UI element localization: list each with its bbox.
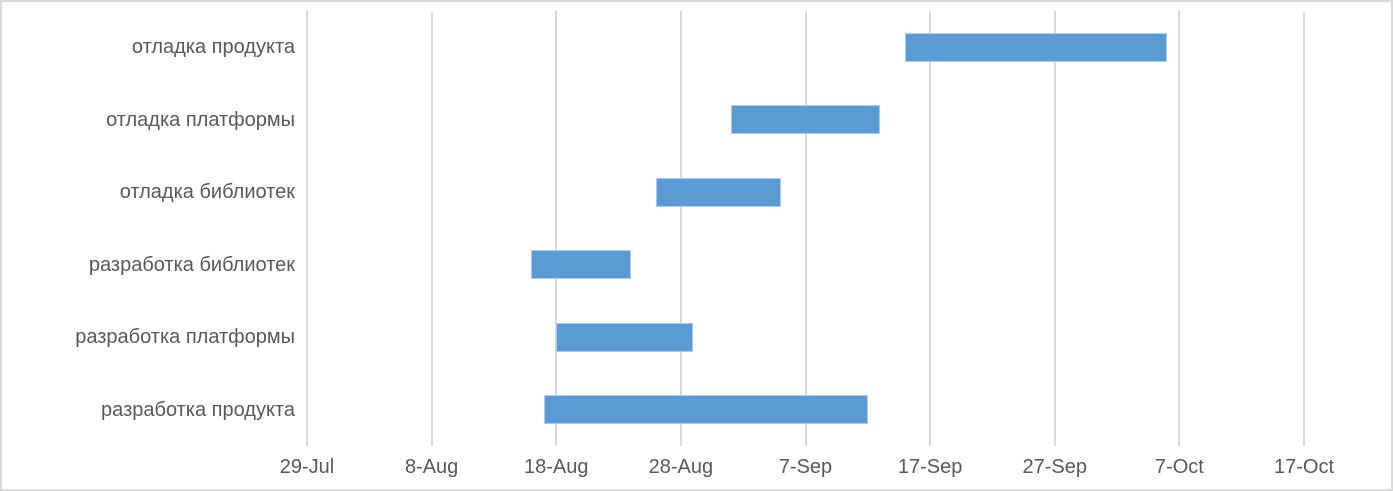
- date-tick-label: 8-Aug: [404, 456, 459, 478]
- date-tick-label: 17-Sep: [897, 456, 963, 478]
- gridline: [306, 11, 308, 446]
- task-bar: [655, 177, 781, 207]
- task-bar: [905, 32, 1167, 62]
- date-tick-label: 27-Sep: [1022, 456, 1088, 478]
- category-label: разработка продукта: [101, 398, 295, 421]
- gridline: [555, 11, 558, 446]
- category-label: отладка библиотек: [119, 181, 295, 204]
- date-tick-label: 18-Aug: [524, 456, 589, 478]
- category-label: разработка библиотек: [88, 253, 295, 276]
- date-tick-label: 7-Sep: [778, 456, 833, 478]
- gridline: [679, 11, 682, 446]
- gridline: [1053, 11, 1056, 446]
- gridline: [430, 11, 433, 446]
- category-label: отладка продукта: [131, 36, 295, 59]
- task-bar: [543, 395, 868, 425]
- date-tick-label: 28-Aug: [648, 456, 714, 478]
- category-label: разработка платформы: [75, 326, 295, 349]
- date-tick-label: 29-Jul: [279, 456, 335, 478]
- gridline: [929, 11, 932, 446]
- gridline: [804, 11, 807, 446]
- date-tick-label: 7-Oct: [1154, 456, 1204, 478]
- category-label: отладка платформы: [106, 108, 295, 131]
- task-bar: [556, 322, 694, 352]
- task-bar: [730, 105, 881, 135]
- gridline: [1303, 11, 1305, 446]
- gridline: [1178, 11, 1181, 446]
- task-bar: [531, 250, 631, 280]
- date-tick-label: 17-Oct: [1273, 456, 1335, 478]
